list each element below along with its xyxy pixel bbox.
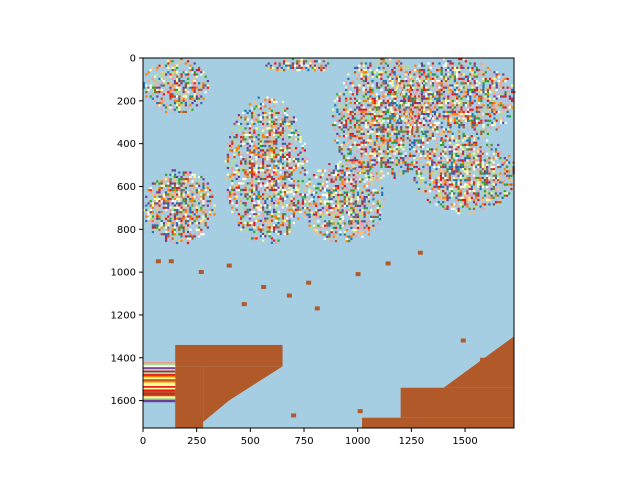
y-tick-label: 1000 [111, 268, 136, 279]
x-tick-label: 1000 [345, 436, 370, 447]
noise-region-0 [143, 58, 209, 113]
x-tick-label: 250 [187, 436, 206, 447]
stripe-band [143, 362, 176, 403]
y-tick-label: 1200 [111, 310, 136, 321]
noise-region-5 [387, 58, 516, 140]
y-tick-label: 200 [117, 96, 136, 107]
fragments [155, 250, 486, 418]
noise-region-2 [143, 169, 216, 245]
solid-wedge-left [203, 366, 283, 423]
x-axis: 0 250 500 750 1000 1250 1500 [140, 428, 478, 447]
solid-region-1 [175, 366, 204, 428]
y-tick-label: 800 [117, 225, 136, 236]
x-tick-label: 500 [241, 436, 260, 447]
x-tick-label: 0 [140, 436, 146, 447]
x-tick-label: 1500 [452, 436, 477, 447]
y-tick-label: 0 [130, 54, 136, 65]
plot-area [143, 58, 516, 428]
y-tick-label: 1400 [111, 353, 136, 364]
noise-region-3 [301, 160, 386, 243]
solid-region-2 [361, 417, 514, 428]
plot-frame [142, 57, 515, 429]
noise-region-4 [331, 58, 434, 179]
y-tick-label: 1600 [111, 396, 136, 407]
y-tick-label: 400 [117, 139, 136, 150]
y-axis: 0 200 400 600 800 1000 1200 1400 1600 [111, 54, 143, 407]
noise-region-7 [265, 58, 330, 72]
y-tick-label: 600 [117, 182, 136, 193]
noise-region-1 [224, 96, 309, 244]
x-tick-label: 750 [294, 436, 313, 447]
solid-region-3 [400, 387, 514, 418]
solid-region-0 [175, 344, 283, 367]
solid-wedge-right [443, 336, 514, 388]
noise-region-6 [413, 135, 515, 215]
x-tick-label: 1250 [399, 436, 424, 447]
